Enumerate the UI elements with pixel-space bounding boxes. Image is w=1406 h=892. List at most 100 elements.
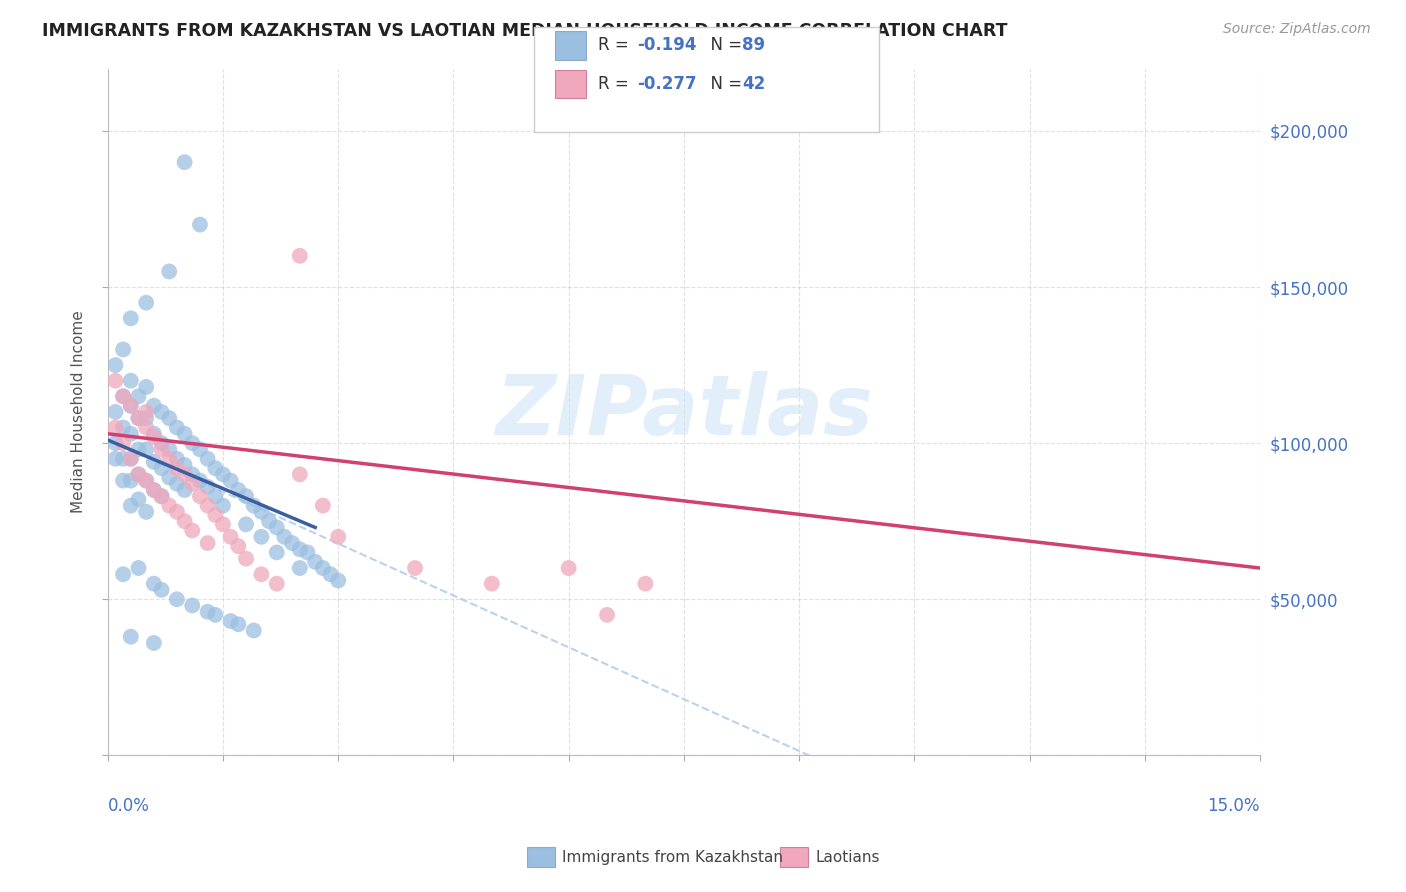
Point [128, 492, 150, 507]
Point [112, 567, 135, 582]
Point [112, 389, 135, 403]
Point [142, 399, 165, 413]
Point [135, 411, 157, 425]
Point [135, 405, 157, 419]
Point [266, 545, 288, 559]
Y-axis label: Median Household Income: Median Household Income [72, 310, 86, 513]
Point [250, 530, 273, 544]
Point [104, 451, 127, 466]
Point [142, 426, 165, 441]
Point [188, 474, 211, 488]
Text: -0.277: -0.277 [637, 75, 696, 93]
Point [212, 467, 235, 482]
Point [128, 389, 150, 403]
Point [197, 536, 219, 550]
Point [557, 561, 579, 575]
Point [135, 474, 157, 488]
Point [104, 436, 127, 450]
Point [266, 576, 288, 591]
Point [181, 436, 204, 450]
Point [173, 155, 195, 169]
Point [128, 442, 150, 457]
Text: N =: N = [700, 37, 748, 54]
Point [135, 380, 157, 394]
Point [128, 411, 150, 425]
Text: Laotians: Laotians [815, 850, 880, 864]
Point [281, 536, 304, 550]
Point [120, 399, 142, 413]
Point [181, 476, 204, 491]
Text: -0.194: -0.194 [637, 37, 696, 54]
Point [235, 551, 257, 566]
Point [112, 420, 135, 434]
Point [204, 461, 226, 475]
Point [157, 499, 180, 513]
Text: 42: 42 [742, 75, 766, 93]
Point [150, 489, 173, 503]
Point [157, 264, 180, 278]
Point [228, 617, 250, 632]
Point [304, 555, 326, 569]
Point [166, 476, 188, 491]
Point [181, 524, 204, 538]
Point [166, 592, 188, 607]
Point [197, 451, 219, 466]
Point [157, 442, 180, 457]
Point [181, 467, 204, 482]
Point [197, 499, 219, 513]
Point [212, 499, 235, 513]
Text: 89: 89 [742, 37, 765, 54]
Point [328, 530, 350, 544]
Point [104, 358, 127, 372]
Point [166, 420, 188, 434]
Point [135, 442, 157, 457]
Point [120, 451, 142, 466]
Point [142, 455, 165, 469]
Text: Immigrants from Kazakhstan: Immigrants from Kazakhstan [562, 850, 783, 864]
Point [242, 624, 264, 638]
Point [120, 630, 142, 644]
Point [135, 420, 157, 434]
Point [257, 514, 280, 528]
Point [188, 489, 211, 503]
Point [128, 411, 150, 425]
Point [288, 249, 311, 263]
Point [142, 430, 165, 444]
Point [235, 517, 257, 532]
Point [112, 389, 135, 403]
Point [150, 442, 173, 457]
Point [120, 399, 142, 413]
Point [120, 474, 142, 488]
Point [204, 508, 226, 522]
Text: R =: R = [598, 75, 634, 93]
Point [112, 451, 135, 466]
Point [157, 411, 180, 425]
Point [288, 467, 311, 482]
Point [188, 218, 211, 232]
Point [150, 436, 173, 450]
Point [173, 467, 195, 482]
Point [142, 636, 165, 650]
Point [104, 374, 127, 388]
Point [104, 405, 127, 419]
Point [288, 561, 311, 575]
Point [328, 574, 350, 588]
Point [104, 420, 127, 434]
Point [219, 614, 242, 628]
Point [150, 461, 173, 475]
Point [273, 530, 295, 544]
Point [120, 311, 142, 326]
Point [204, 489, 226, 503]
Point [481, 576, 503, 591]
Point [181, 599, 204, 613]
Point [120, 451, 142, 466]
Point [135, 474, 157, 488]
Point [150, 489, 173, 503]
Point [150, 582, 173, 597]
Point [204, 607, 226, 622]
Point [250, 505, 273, 519]
Text: N =: N = [700, 75, 748, 93]
Point [266, 520, 288, 534]
Point [228, 539, 250, 553]
Point [128, 561, 150, 575]
